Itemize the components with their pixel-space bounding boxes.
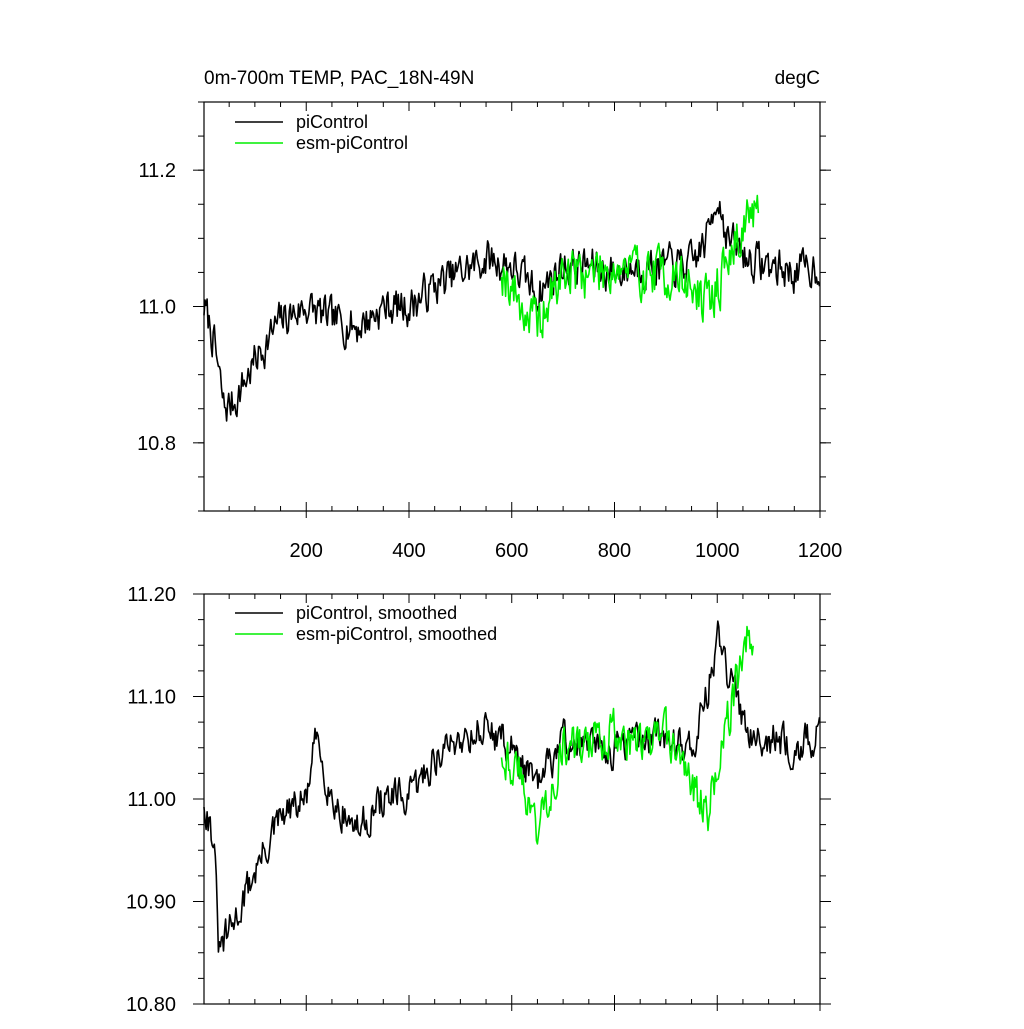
y-tick-label: 11.2 xyxy=(139,160,176,182)
series-line-esm-picontrol-smoothed xyxy=(500,625,754,845)
y-tick-label: 10.80 xyxy=(126,994,176,1016)
x-tick-label: 800 xyxy=(598,540,631,562)
top-panel: 0m-700m TEMP, PAC_18N-49N degC 200 400 600… xyxy=(137,68,842,562)
series-line-picontrol xyxy=(203,200,821,422)
x-tick-label: 600 xyxy=(495,540,528,562)
legend: piControl, smoothed esm-piControl, smoot… xyxy=(235,603,497,644)
series-line-esm-picontrol xyxy=(500,194,760,339)
bottom-panel: 10.80 10.90 11.00 11.10 11.20 piControl, smo… xyxy=(126,584,831,1016)
y-tick-label: 11.00 xyxy=(127,789,176,811)
plot-frame xyxy=(203,101,821,512)
legend-label-picontrol: piControl xyxy=(296,112,368,132)
x-tick-label: 1000 xyxy=(695,540,740,562)
series-line-picontrol-smoothed xyxy=(203,620,821,953)
legend-label-picontrol-smoothed: piControl, smoothed xyxy=(296,603,457,623)
series-group xyxy=(203,620,821,953)
y-tick-label: 11.20 xyxy=(127,584,176,606)
chart-title-right-units: degC xyxy=(775,68,820,89)
axis-ticks: 10.80 10.90 11.00 11.10 11.20 xyxy=(126,584,831,1016)
series-group xyxy=(203,194,821,422)
y-tick-label: 10.90 xyxy=(126,892,176,914)
chart-title-left: 0m-700m TEMP, PAC_18N-49N xyxy=(204,68,474,89)
plot-frame xyxy=(203,593,821,1005)
y-tick-label: 11.10 xyxy=(127,687,176,709)
legend: piControl esm-piControl xyxy=(235,112,408,153)
x-tick-label: 1200 xyxy=(798,540,843,562)
y-tick-label: 11.0 xyxy=(139,297,176,319)
legend-label-esm-picontrol: esm-piControl xyxy=(296,133,408,153)
x-tick-label: 400 xyxy=(392,540,425,562)
y-tick-label: 10.8 xyxy=(137,433,176,455)
legend-label-esm-picontrol-smoothed: esm-piControl, smoothed xyxy=(296,624,497,644)
x-tick-label: 200 xyxy=(290,540,323,562)
axis-ticks: 200 400 600 800 1000 1200 10.8 11.0 11.2 xyxy=(137,101,843,562)
